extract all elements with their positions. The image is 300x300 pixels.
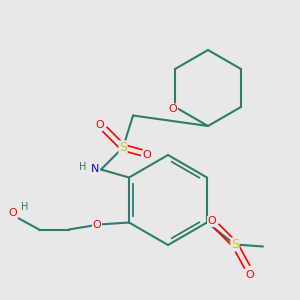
Text: H: H <box>21 202 29 212</box>
Text: S: S <box>119 141 127 154</box>
Text: N: N <box>91 164 99 175</box>
Text: O: O <box>169 104 178 114</box>
Text: O: O <box>9 208 17 218</box>
Text: O: O <box>208 217 216 226</box>
Text: O: O <box>93 220 101 230</box>
Text: S: S <box>231 238 239 251</box>
Text: O: O <box>96 119 104 130</box>
Text: O: O <box>246 269 254 280</box>
Text: O: O <box>143 151 152 160</box>
Text: H: H <box>79 163 87 172</box>
